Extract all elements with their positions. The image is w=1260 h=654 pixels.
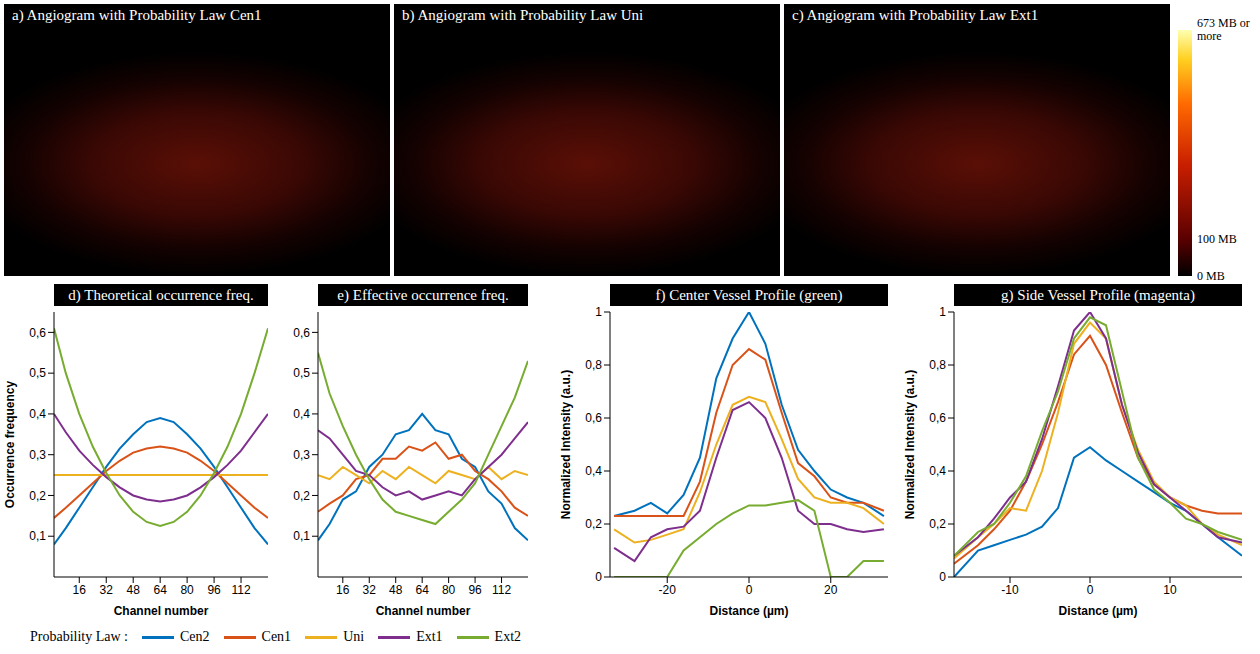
svg-text:Channel number: Channel number [376, 604, 471, 618]
svg-text:16: 16 [73, 583, 87, 597]
svg-text:0,4: 0,4 [929, 464, 946, 478]
svg-text:80: 80 [180, 583, 194, 597]
svg-text:0,4: 0,4 [293, 407, 310, 421]
svg-text:0,6: 0,6 [293, 326, 310, 340]
svg-text:1: 1 [595, 306, 602, 319]
svg-text:0,5: 0,5 [293, 366, 310, 380]
html-text:g) Side Vessel Profile (magent: g) Side Vessel Profile (magenta) [1001, 287, 1195, 303]
svg-text:-20: -20 [659, 583, 677, 597]
svg-text:0,6: 0,6 [585, 411, 602, 425]
html-text:Cen1: Cen1 [261, 629, 292, 644]
svg-text:0,6: 0,6 [929, 411, 946, 425]
svg-text:48: 48 [127, 583, 141, 597]
html-text:Ext1: Ext1 [416, 629, 443, 644]
html-text:673 MB or more: 673 MB or more [1197, 16, 1250, 43]
html-text:Ext2: Ext2 [494, 629, 521, 644]
html-text:Uni: Uni [343, 629, 365, 644]
svg-text:0,8: 0,8 [929, 358, 946, 372]
html-text:f) Center Vessel Profile (gree: f) Center Vessel Profile (green) [655, 287, 843, 303]
svg-text:0,6: 0,6 [29, 326, 46, 340]
svg-text:48: 48 [389, 583, 403, 597]
svg-text:112: 112 [492, 583, 511, 597]
svg-text:Occurrence frequency: Occurrence frequency [4, 380, 17, 508]
html-text:0 MB: 0 MB [1197, 268, 1225, 283]
svg-text:0,8: 0,8 [585, 358, 602, 372]
svg-text:0: 0 [1087, 583, 1094, 597]
svg-text:32: 32 [363, 583, 377, 597]
svg-text:Normalized Intensity (a.u.): Normalized Intensity (a.u.) [904, 370, 917, 519]
svg-text:0,2: 0,2 [293, 489, 310, 503]
svg-text:10: 10 [1163, 583, 1177, 597]
svg-text:0: 0 [939, 570, 946, 584]
svg-text:64: 64 [415, 583, 429, 597]
svg-text:Channel number: Channel number [114, 604, 209, 618]
html-text:100 MB: 100 MB [1197, 231, 1237, 246]
svg-text:16: 16 [336, 583, 350, 597]
svg-text:96: 96 [207, 583, 221, 597]
html-text:Probability Law :: Probability Law : [30, 629, 128, 644]
svg-text:Distance (µm): Distance (µm) [710, 604, 789, 618]
svg-text:96: 96 [468, 583, 482, 597]
svg-text:80: 80 [442, 583, 456, 597]
html-text:e) Effective occurrence freq.: e) Effective occurrence freq. [337, 287, 509, 303]
svg-text:0,1: 0,1 [293, 529, 310, 543]
html-text:d) Theoretical occurrence freq: d) Theoretical occurrence freq. [68, 287, 254, 303]
svg-text:0,2: 0,2 [585, 517, 602, 531]
svg-text:-10: -10 [1001, 583, 1019, 597]
svg-text:0,5: 0,5 [29, 366, 46, 380]
svg-text:0,2: 0,2 [929, 517, 946, 531]
svg-text:0,4: 0,4 [29, 407, 46, 421]
svg-text:0,4: 0,4 [585, 464, 602, 478]
svg-text:0,3: 0,3 [293, 448, 310, 462]
html-text:b) Angiogram with Probability: b) Angiogram with Probability Law Uni [402, 7, 644, 23]
svg-text:Normalized Intensity (a.u.): Normalized Intensity (a.u.) [560, 370, 573, 519]
svg-text:0,3: 0,3 [29, 448, 46, 462]
svg-text:Distance (µm): Distance (µm) [1059, 604, 1138, 618]
svg-text:0,1: 0,1 [29, 529, 46, 543]
svg-text:112: 112 [231, 583, 250, 597]
html-text:c) Angiogram with Probability: c) Angiogram with Probability Law Ext1 [792, 7, 1039, 23]
svg-text:20: 20 [824, 583, 838, 597]
svg-text:1: 1 [939, 306, 946, 319]
svg-text:0: 0 [595, 570, 602, 584]
svg-text:0,2: 0,2 [29, 489, 46, 503]
html-text:a) Angiogram with Probability: a) Angiogram with Probability Law Cen1 [12, 7, 262, 23]
svg-text:0: 0 [746, 583, 753, 597]
svg-text:32: 32 [100, 583, 114, 597]
svg-text:64: 64 [153, 583, 167, 597]
html-text:Cen2: Cen2 [180, 629, 210, 644]
